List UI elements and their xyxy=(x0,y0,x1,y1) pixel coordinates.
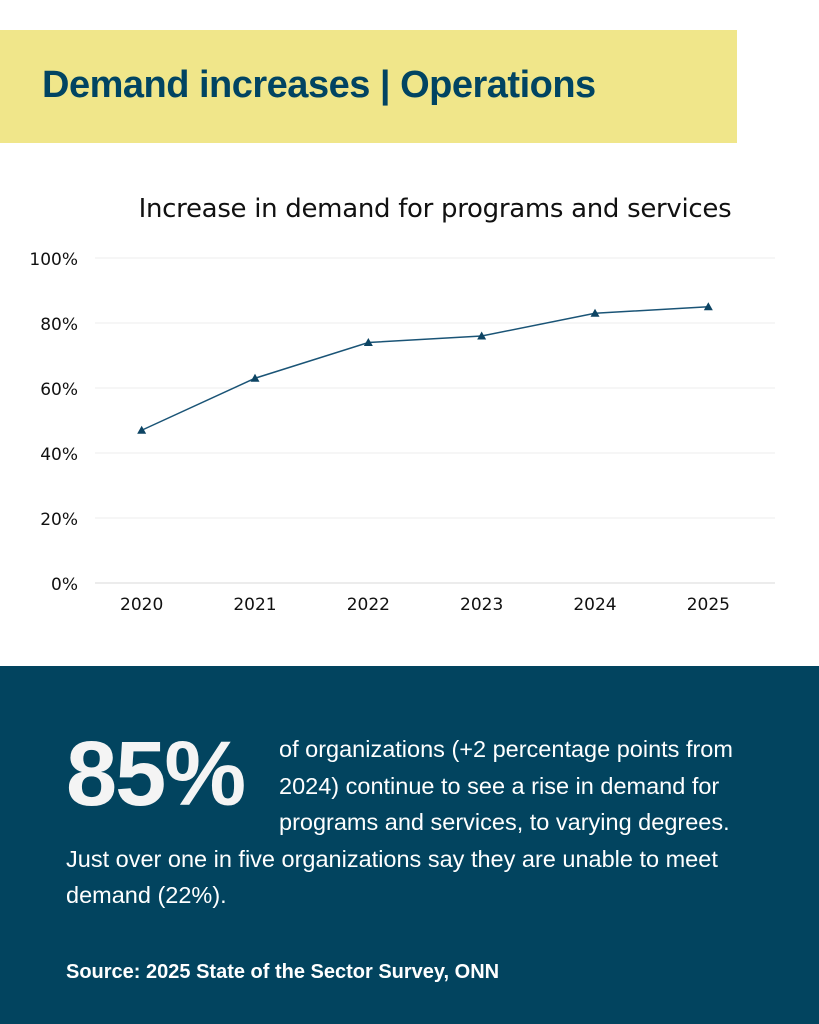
page-title: Demand increases | Operations xyxy=(42,64,596,106)
y-tick-label: 40% xyxy=(40,445,78,465)
data-point-marker xyxy=(477,331,487,340)
highlight-panel xyxy=(0,666,819,1024)
data-point-marker xyxy=(590,308,600,317)
x-tick-label: 2020 xyxy=(120,595,163,615)
y-tick-label: 0% xyxy=(51,575,78,595)
highlight-text-block: of organizations (+2 percentage points f… xyxy=(66,731,766,914)
x-tick-label: 2022 xyxy=(347,595,390,615)
highlight-stat: 85% xyxy=(66,723,246,825)
x-tick-label: 2021 xyxy=(233,595,276,615)
chart-title: Increase in demand for programs and serv… xyxy=(138,194,732,224)
data-point-marker xyxy=(250,373,260,382)
gridlines xyxy=(95,257,775,584)
y-tick-label: 20% xyxy=(40,510,78,530)
y-axis-ticks: 0% 20% 40% 60% 80% 100% xyxy=(29,250,78,595)
highlight-text: of organizations (+2 percentage points f… xyxy=(66,736,733,908)
source-note: Source: 2025 State of the Sector Survey,… xyxy=(66,961,500,983)
x-tick-label: 2025 xyxy=(687,595,730,615)
data-point-marker xyxy=(703,302,713,311)
y-tick-label: 60% xyxy=(40,380,78,400)
series-group xyxy=(137,302,713,434)
data-point-marker xyxy=(363,338,373,346)
data-point-marker xyxy=(137,425,147,434)
y-tick-label: 80% xyxy=(40,315,78,335)
x-tick-label: 2023 xyxy=(460,595,503,615)
x-axis-ticks: 2020 2021 2022 2023 2024 2025 xyxy=(120,595,730,615)
x-tick-label: 2024 xyxy=(573,595,616,615)
line-chart: 0%20%40%60%80%100% 2020 2021 2022 2023 2024 2… xyxy=(29,250,775,615)
series-line xyxy=(141,306,709,431)
y-tick-label: 100% xyxy=(29,250,78,270)
title-banner: Demand increases | Operations xyxy=(0,30,737,143)
